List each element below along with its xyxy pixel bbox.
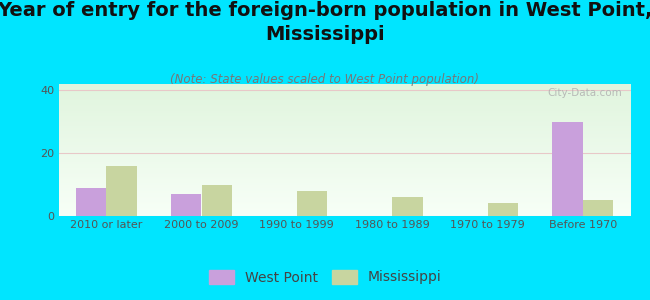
Bar bbox=[75, 188, 106, 216]
Bar bbox=[552, 122, 583, 216]
Legend: West Point, Mississippi: West Point, Mississippi bbox=[203, 264, 447, 290]
Bar bbox=[297, 191, 328, 216]
Bar bbox=[488, 203, 518, 216]
Text: City-Data.com: City-Data.com bbox=[547, 88, 622, 98]
Bar bbox=[583, 200, 614, 216]
Bar bbox=[171, 194, 202, 216]
Bar bbox=[106, 166, 136, 216]
Bar bbox=[202, 184, 232, 216]
Text: Year of entry for the foreign-born population in West Point,
Mississippi: Year of entry for the foreign-born popul… bbox=[0, 2, 650, 44]
Text: (Note: State values scaled to West Point population): (Note: State values scaled to West Point… bbox=[170, 74, 480, 86]
Bar bbox=[392, 197, 422, 216]
